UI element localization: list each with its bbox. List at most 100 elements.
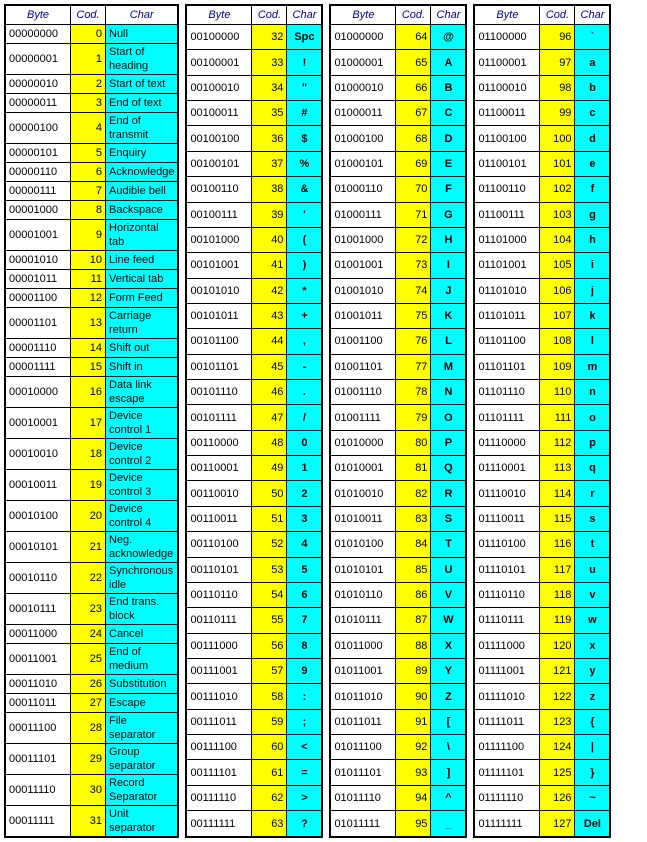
char-cell: Device control 4 [106,501,179,532]
table-row: 0110001199c [474,101,610,126]
table-row: 0100100173I [330,253,466,278]
code-cell: 17 [71,408,106,439]
char-cell: @ [431,25,467,50]
char-cell: - [287,354,323,379]
table-row: 00110100524 [186,532,322,557]
table-row: 0010001135# [186,101,322,126]
byte-cell: 01110111 [474,608,540,633]
char-cell: Start of heading [106,44,179,75]
table-row: 000010019Horizontal tab [5,220,178,251]
char-cell: Shift out [106,339,179,358]
byte-cell: 00011101 [5,744,71,775]
byte-cell: 00010000 [5,377,71,408]
char-cell: U [431,557,467,582]
char-cell: Record Separator [106,775,179,806]
char-cell: Device control 3 [106,470,179,501]
code-cell: 82 [396,481,431,506]
code-cell: 31 [71,806,106,838]
code-cell: 34 [252,75,287,100]
table-row: 000000113End of text [5,94,178,113]
table-row: 000000011Start of heading [5,44,178,75]
byte-cell: 01111100 [474,735,540,760]
byte-cell: 00111010 [186,684,252,709]
byte-cell: 01000100 [330,126,396,151]
table-row: 0101100088X [330,633,466,658]
table-row: 000000102Start of text [5,75,178,94]
code-cell: 24 [71,625,106,644]
table-row: 01101011107k [474,303,610,328]
code-cell: 98 [540,75,575,100]
ascii-block-0: ByteCod.Char000000000Null000000011Start … [4,4,179,838]
byte-cell: 01110101 [474,557,540,582]
code-cell: 73 [396,253,431,278]
char-cell: m [575,354,611,379]
code-cell: 23 [71,594,106,625]
byte-cell: 00011011 [5,694,71,713]
table-row: 0101001183S [330,506,466,531]
table-row: 0010111046. [186,380,322,405]
table-row: 0101101090Z [330,684,466,709]
code-cell: 74 [396,278,431,303]
byte-cell: 01000000 [330,25,396,50]
code-cell: 122 [540,684,575,709]
code-cell: 124 [540,735,575,760]
char-cell: Data link escape [106,377,179,408]
char-cell: R [431,481,467,506]
code-cell: 64 [396,25,431,50]
table-row: 00110011513 [186,506,322,531]
table-row: 0001000016Data link escape [5,377,178,408]
header-code: Cod. [396,5,431,25]
header-code: Cod. [71,5,106,25]
byte-cell: 01100011 [474,101,540,126]
table-row: 01101010106j [474,278,610,303]
table-row: 0001100024Cancel [5,625,178,644]
header-byte: Byte [5,5,71,25]
byte-cell: 01100110 [474,177,540,202]
table-row: 00111000568 [186,633,322,658]
byte-cell: 00000111 [5,182,71,201]
char-cell: O [431,405,467,430]
byte-cell: 01000010 [330,75,396,100]
header-char: Char [106,5,179,25]
byte-cell: 01110011 [474,506,540,531]
char-cell: Start of text [106,75,179,94]
code-cell: 47 [252,405,287,430]
byte-cell: 00000101 [5,144,71,163]
byte-cell: 01101000 [474,227,540,252]
byte-cell: 00101011 [186,303,252,328]
byte-cell: 00000010 [5,75,71,94]
table-row: 0101001082R [330,481,466,506]
table-row: 0010100040( [186,227,322,252]
code-cell: 8 [71,201,106,220]
code-cell: 59 [252,709,287,734]
code-cell: 85 [396,557,431,582]
code-cell: 49 [252,456,287,481]
char-cell: , [287,329,323,354]
byte-cell: 01000111 [330,202,396,227]
table-row: 0000111115Shift in [5,358,178,377]
char-cell: Carriage return [106,308,179,339]
byte-cell: 00001010 [5,251,71,270]
code-cell: 20 [71,501,106,532]
byte-cell: 00111011 [186,709,252,734]
code-cell: 104 [540,227,575,252]
byte-cell: 01010100 [330,532,396,557]
code-cell: 90 [396,684,431,709]
char-cell: k [575,303,611,328]
char-cell: < [287,735,323,760]
byte-cell: 01110000 [474,430,540,455]
table-row: 01111111127Del [474,811,610,837]
table-row: 0011101159; [186,709,322,734]
byte-cell: 00011110 [5,775,71,806]
code-cell: 80 [396,430,431,455]
header-char: Char [287,5,323,25]
char-cell: D [431,126,467,151]
byte-cell: 00100010 [186,75,252,100]
byte-cell: 01111110 [474,785,540,810]
table-row: 00110001491 [186,456,322,481]
header-char: Char [575,5,611,25]
table-row: 0010010137% [186,151,322,176]
code-cell: 12 [71,289,106,308]
code-cell: 66 [396,75,431,100]
code-cell: 99 [540,101,575,126]
